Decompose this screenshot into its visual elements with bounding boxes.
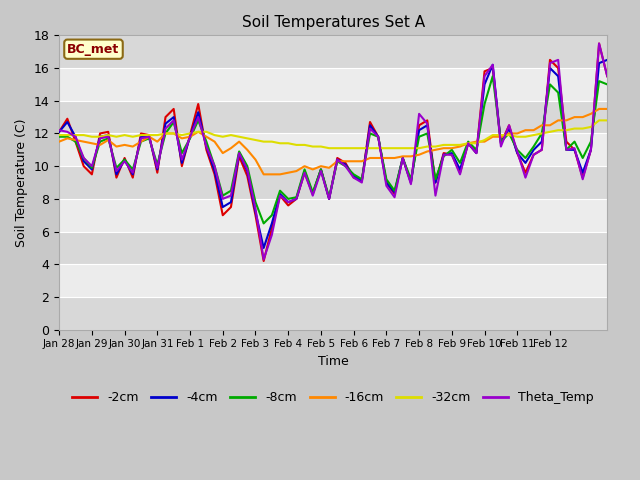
Bar: [59, 36, 607, 68]
Title: Soil Temperatures Set A: Soil Temperatures Set A: [242, 15, 425, 30]
Y-axis label: Soil Temperature (C): Soil Temperature (C): [15, 118, 28, 247]
Bar: [59, 231, 607, 264]
Bar: [59, 264, 607, 297]
Bar: [59, 68, 607, 101]
Bar: [59, 199, 607, 231]
Bar: [59, 297, 607, 330]
Bar: [59, 101, 607, 133]
X-axis label: Time: Time: [318, 355, 349, 368]
Legend: -2cm, -4cm, -8cm, -16cm, -32cm, Theta_Temp: -2cm, -4cm, -8cm, -16cm, -32cm, Theta_Te…: [67, 386, 599, 409]
Text: BC_met: BC_met: [67, 43, 120, 56]
Bar: [59, 166, 607, 199]
Bar: [59, 133, 607, 166]
